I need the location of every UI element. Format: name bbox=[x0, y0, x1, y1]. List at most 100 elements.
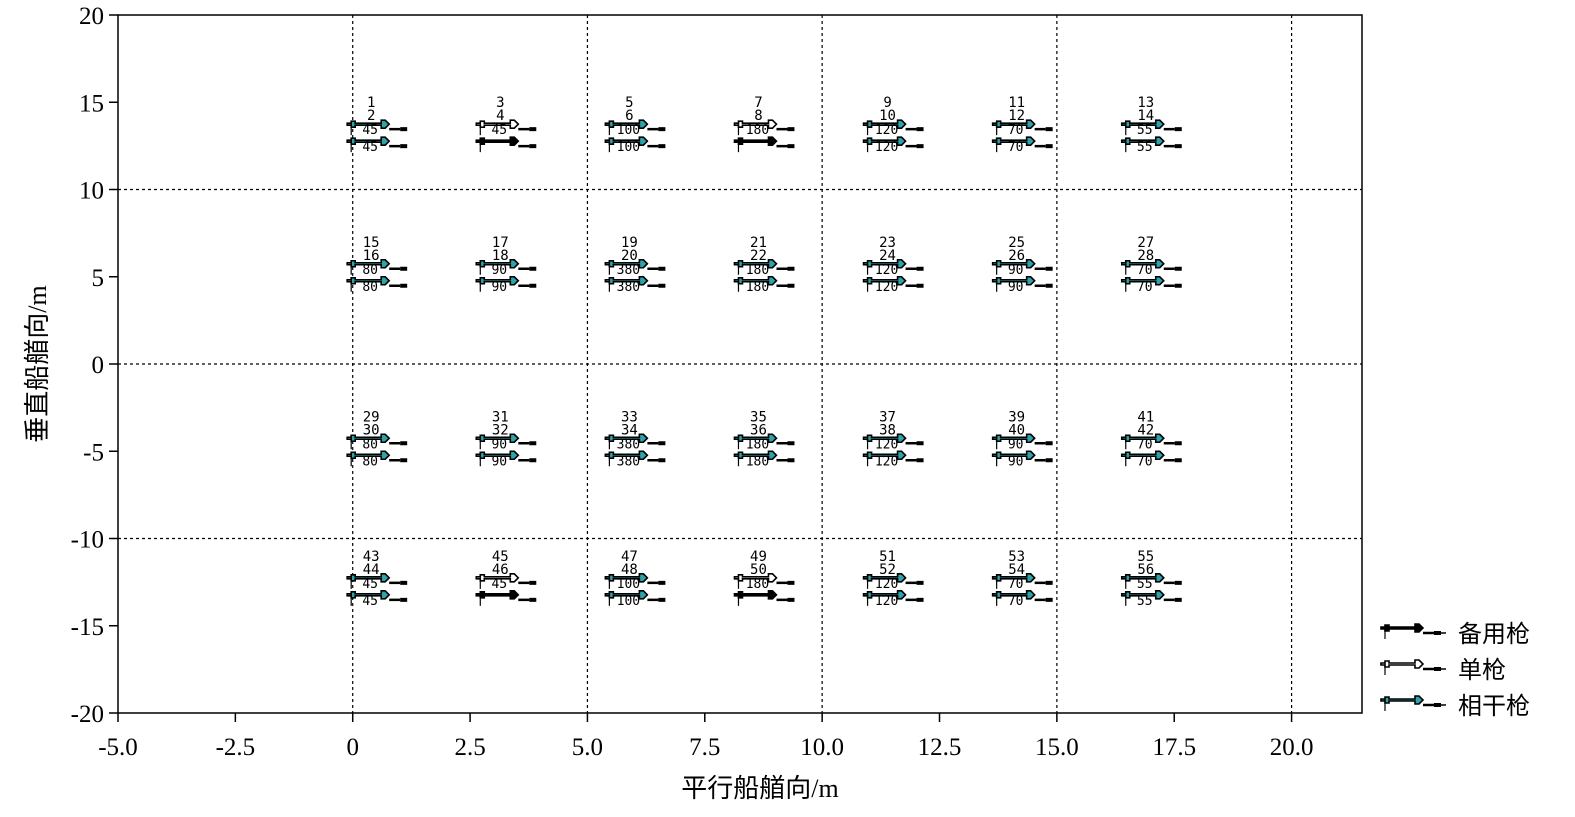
legend-swatch bbox=[1380, 695, 1441, 711]
gun-id-label: 48 bbox=[621, 562, 638, 578]
x-tick-label: 2.5 bbox=[454, 734, 485, 761]
gun-id-label: 9 bbox=[883, 95, 891, 111]
gun-top: 90 bbox=[991, 258, 1053, 278]
gun-id-label: 41 bbox=[1137, 409, 1154, 425]
gun-volume-label: 100 bbox=[617, 577, 640, 592]
gun-id-label: 8 bbox=[754, 108, 762, 124]
gun-id-label: 45 bbox=[492, 549, 509, 565]
gun-bottom: 80 bbox=[346, 275, 408, 295]
gun-id-label: 19 bbox=[621, 235, 638, 251]
gun-volume-label: 90 bbox=[1008, 437, 1024, 452]
gun-bottom: 45 bbox=[346, 136, 408, 155]
gun-volume-label: 180 bbox=[746, 577, 769, 592]
gun-bottom bbox=[733, 590, 795, 606]
gun-volume-label: 70 bbox=[1137, 280, 1153, 295]
x-tick-label: 5.0 bbox=[572, 734, 603, 761]
gun-top: 120 bbox=[862, 258, 924, 278]
gun-volume-label: 55 bbox=[1137, 577, 1153, 592]
y-tick-label: 5 bbox=[92, 265, 105, 292]
legend-label: 相干枪 bbox=[1458, 692, 1530, 720]
gun-id-label: 38 bbox=[879, 422, 896, 438]
gun-bottom: 55 bbox=[1120, 590, 1182, 609]
x-tick-label: 17.5 bbox=[1152, 734, 1196, 761]
gun-bottom: 100 bbox=[604, 136, 666, 155]
gun-volume-label: 55 bbox=[1137, 123, 1153, 138]
gun-volume-label: 45 bbox=[362, 123, 378, 138]
gun-id-label: 2 bbox=[367, 108, 375, 124]
gun-bottom bbox=[475, 136, 537, 153]
gun-top: 120 bbox=[862, 433, 924, 452]
legend-item-spare: 备用枪 bbox=[1380, 620, 1530, 648]
legend-item-single: 单枪 bbox=[1380, 656, 1506, 684]
x-tick-label: 20.0 bbox=[1270, 734, 1314, 761]
gun-volume-label: 70 bbox=[1137, 437, 1153, 452]
gun-clusters: 1245453445561001007818091012012011127070… bbox=[346, 95, 1182, 609]
gun-id-label: 42 bbox=[1137, 422, 1154, 438]
gun-top: 120 bbox=[862, 119, 924, 138]
gun-volume-label: 90 bbox=[491, 280, 507, 295]
gun-top: 120 bbox=[862, 573, 924, 592]
gun-id-label: 30 bbox=[363, 422, 380, 438]
gun-volume-label: 120 bbox=[875, 123, 898, 138]
gun-bottom: 120 bbox=[862, 136, 924, 155]
gun-id-label: 35 bbox=[750, 409, 767, 425]
gun-bottom: 180 bbox=[733, 450, 795, 469]
gun-bottom bbox=[733, 136, 795, 153]
gun-top: 380 bbox=[604, 258, 666, 278]
gun-id-label: 55 bbox=[1137, 549, 1154, 565]
x-tick-label: 10.0 bbox=[800, 734, 844, 761]
gun-volume-label: 55 bbox=[1137, 594, 1153, 609]
gun-volume-label: 80 bbox=[362, 454, 378, 469]
gun-top: 100 bbox=[604, 573, 666, 592]
gun-top: 180 bbox=[733, 258, 795, 278]
gun-top: 70 bbox=[991, 119, 1053, 138]
plot-area: 1245453445561001007818091012012011127070… bbox=[117, 14, 1363, 714]
gun-top: 55 bbox=[1120, 573, 1182, 592]
grid-lines bbox=[118, 15, 1362, 713]
gun-id-label: 51 bbox=[879, 549, 896, 565]
gun-id-label: 54 bbox=[1008, 562, 1025, 578]
y-tick-label: -20 bbox=[71, 701, 104, 728]
gun-bottom: 380 bbox=[604, 450, 666, 469]
gun-top: 80 bbox=[346, 433, 408, 452]
gun-bottom bbox=[475, 590, 537, 606]
gun-top: 70 bbox=[991, 573, 1053, 592]
gun-id-label: 5 bbox=[625, 95, 633, 111]
gun-id-label: 25 bbox=[1008, 235, 1025, 251]
gun-id-label: 10 bbox=[879, 108, 896, 124]
gun-id-label: 46 bbox=[492, 562, 509, 578]
gun-id-label: 12 bbox=[1008, 108, 1025, 124]
gun-id-label: 7 bbox=[754, 95, 762, 111]
gun-id-label: 15 bbox=[363, 235, 380, 251]
gun-id-label: 6 bbox=[625, 108, 633, 124]
gun-top: 45 bbox=[346, 573, 408, 592]
gun-id-label: 32 bbox=[492, 422, 509, 438]
y-tick-label: 10 bbox=[79, 178, 104, 205]
gun-volume-label: 70 bbox=[1008, 577, 1024, 592]
gun-volume-label: 80 bbox=[362, 280, 378, 295]
gun-id-label: 11 bbox=[1008, 95, 1025, 111]
gun-top: 45 bbox=[475, 573, 537, 592]
y-tick-label: -15 bbox=[71, 614, 104, 641]
gun-volume-label: 100 bbox=[617, 594, 640, 609]
gun-volume-label: 380 bbox=[617, 454, 640, 469]
gun-bottom: 80 bbox=[346, 450, 408, 469]
gun-volume-label: 55 bbox=[1137, 140, 1153, 155]
gun-top: 180 bbox=[733, 573, 795, 592]
gun-volume-label: 380 bbox=[617, 437, 640, 452]
